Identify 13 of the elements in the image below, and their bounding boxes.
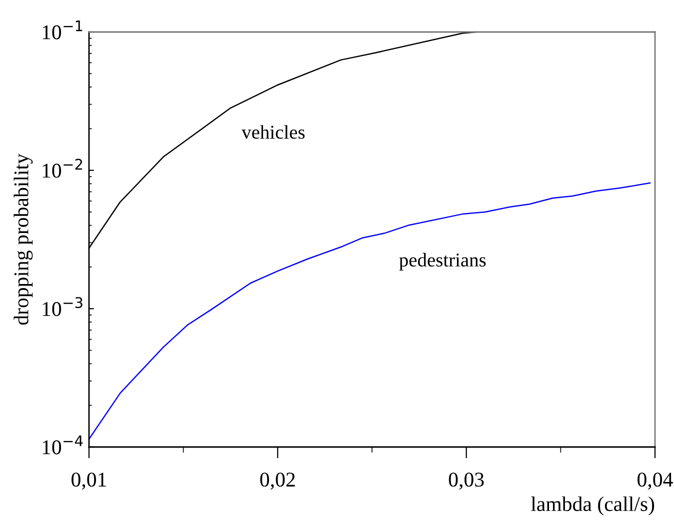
line-series: [88, 182, 651, 440]
y-tick-label: 10$^{−4}$: [42, 436, 83, 454]
y-tick-label: 10$^{−2}$: [42, 158, 82, 178]
x-tick-label: 0,03: [448, 472, 484, 490]
y-axis-title: dropping probability: [14, 154, 33, 325]
x-tick-label: 0,04: [638, 472, 673, 490]
series-label: pedestrians: [399, 252, 486, 271]
y-tick-label: 10$^{−3}$: [42, 297, 82, 316]
x-axis-title: lambda (call/s): [531, 496, 654, 516]
x-tick-label: 0,01: [72, 472, 106, 490]
series-label: vehicles: [242, 125, 305, 139]
x-tick-label: 0,02: [260, 472, 295, 490]
y-tick-label: 10$^{−1}$: [42, 20, 82, 40]
